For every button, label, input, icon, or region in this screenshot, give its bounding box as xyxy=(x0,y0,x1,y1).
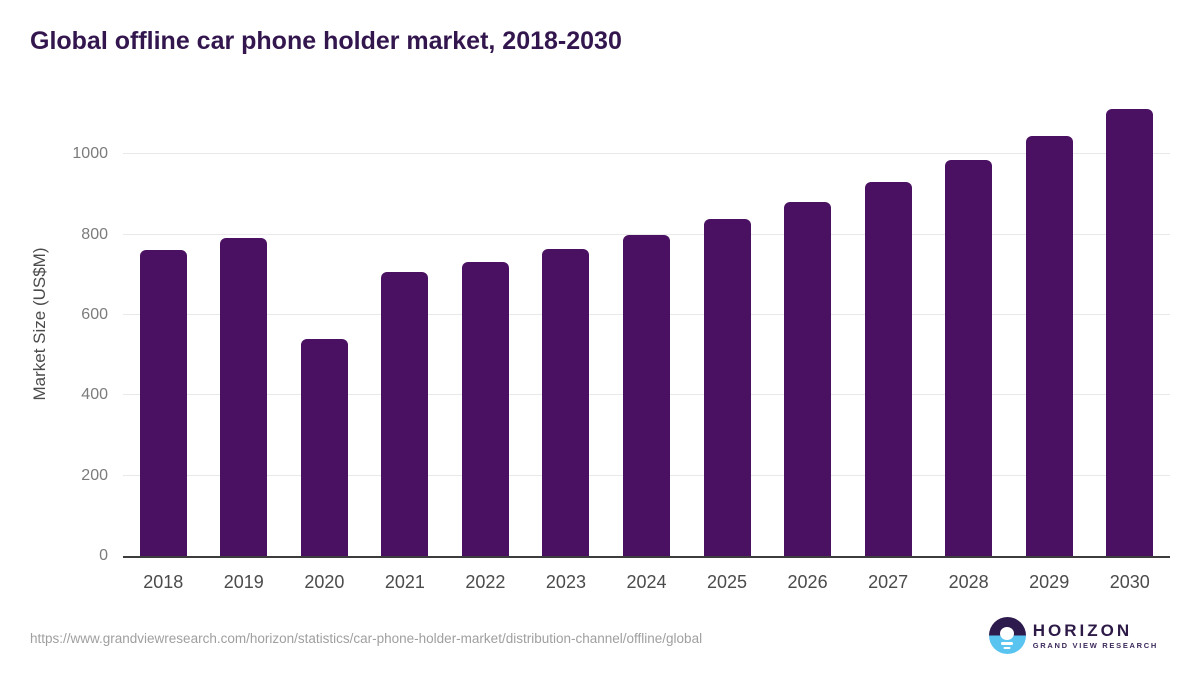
x-axis-label: 2030 xyxy=(1109,572,1150,592)
y-tick-label: 800 xyxy=(81,225,108,243)
reflection-dash-icon xyxy=(1003,646,1011,649)
x-axis-label: 2023 xyxy=(545,572,586,592)
bar-2024 xyxy=(623,234,670,556)
bar-2019 xyxy=(220,238,268,556)
logo-name: HORIZON xyxy=(1032,620,1133,640)
bar-2021 xyxy=(381,271,429,556)
bar-2028 xyxy=(945,159,993,556)
x-axis-label: 2019 xyxy=(223,572,264,592)
logo-text: HORIZON GRAND VIEW RESEARCH xyxy=(1032,620,1158,650)
x-axis-labels: 2018 2019 2020 2021 2022 2023 2024 2025 2026 2027… xyxy=(123,568,1170,598)
x-axis-label: 2020 xyxy=(304,572,345,592)
bar-2025 xyxy=(703,219,751,556)
plot-area xyxy=(123,90,1170,558)
bar-2018 xyxy=(139,249,187,556)
y-tick-label: 200 xyxy=(81,466,108,484)
reflection-dash-icon xyxy=(1001,642,1014,645)
logo-tagline: GRAND VIEW RESEARCH xyxy=(1032,640,1158,650)
bar-2020 xyxy=(300,339,348,556)
source-url: https://www.grandviewresearch.com/horizo… xyxy=(30,631,703,646)
horizon-logo: HORIZON GRAND VIEW RESEARCH xyxy=(988,617,1158,654)
x-axis-label: 2024 xyxy=(626,572,667,592)
x-axis-label: 2021 xyxy=(384,572,425,592)
gridline xyxy=(123,153,1170,155)
gridline xyxy=(123,233,1170,235)
bar-2030 xyxy=(1106,108,1154,556)
y-tick-label: 1000 xyxy=(72,145,108,163)
y-tick-label: 0 xyxy=(99,547,108,564)
horizon-sun-icon xyxy=(988,617,1026,654)
chart-title: Global offline car phone holder market, … xyxy=(30,27,622,55)
x-axis-label: 2018 xyxy=(143,572,184,592)
x-axis-label: 2028 xyxy=(948,572,989,592)
y-axis-tick-labels: 0 200 400 600 800 1000 xyxy=(0,90,108,564)
x-axis-label: 2025 xyxy=(707,572,748,592)
bar-2029 xyxy=(1025,135,1073,556)
bar-2026 xyxy=(784,202,832,556)
y-tick-label: 600 xyxy=(81,305,108,323)
bar-2022 xyxy=(461,261,509,556)
bar-2027 xyxy=(864,182,912,556)
sun-circle-icon xyxy=(1000,627,1015,640)
x-axis-label: 2027 xyxy=(868,572,909,592)
x-axis-label: 2029 xyxy=(1029,572,1070,592)
y-tick-label: 400 xyxy=(81,386,108,404)
x-axis-label: 2026 xyxy=(787,572,828,592)
x-axis-label: 2022 xyxy=(465,572,506,592)
footer: https://www.grandviewresearch.com/horizo… xyxy=(0,605,1200,675)
bar-2023 xyxy=(542,249,590,556)
